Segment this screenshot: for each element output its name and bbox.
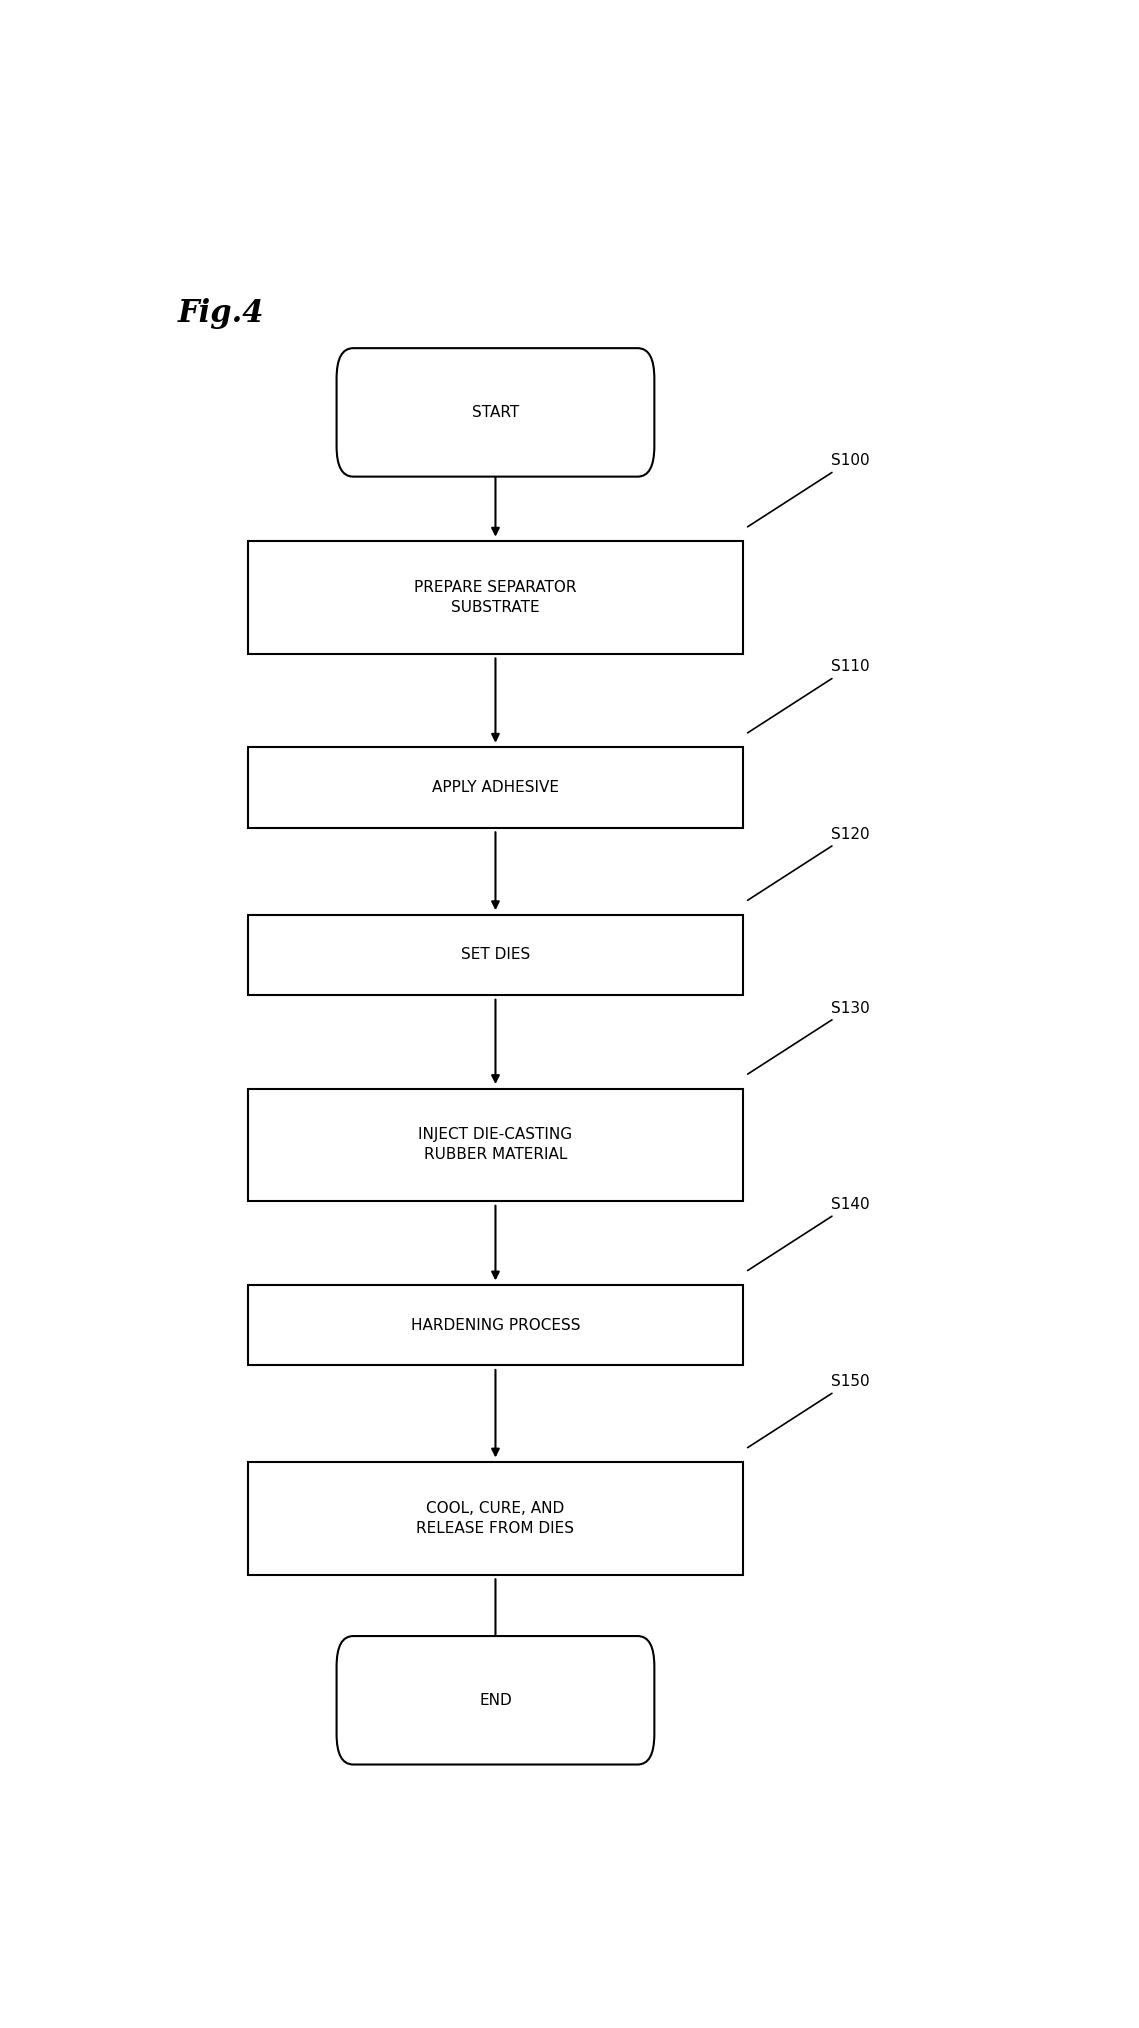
Text: SET DIES: SET DIES: [461, 947, 530, 963]
FancyBboxPatch shape: [337, 1637, 655, 1764]
Text: S140: S140: [747, 1197, 869, 1272]
Text: S110: S110: [747, 659, 869, 732]
Text: COOL, CURE, AND
RELEASE FROM DIES: COOL, CURE, AND RELEASE FROM DIES: [417, 1501, 574, 1535]
Text: Fig.4: Fig.4: [178, 298, 264, 329]
Text: S120: S120: [747, 827, 869, 900]
Bar: [248, 1286, 743, 1365]
Text: INJECT DIE-CASTING
RUBBER MATERIAL: INJECT DIE-CASTING RUBBER MATERIAL: [418, 1128, 573, 1162]
Text: START: START: [472, 406, 519, 420]
Text: PREPARE SEPARATOR
SUBSTRATE: PREPARE SEPARATOR SUBSTRATE: [415, 580, 576, 614]
Text: S150: S150: [747, 1375, 869, 1448]
Bar: [248, 746, 743, 827]
Bar: [248, 1089, 743, 1201]
FancyBboxPatch shape: [337, 349, 655, 477]
Text: END: END: [480, 1693, 511, 1708]
Text: APPLY ADHESIVE: APPLY ADHESIVE: [432, 781, 559, 795]
Text: S100: S100: [747, 452, 869, 527]
Bar: [248, 541, 743, 653]
Bar: [248, 915, 743, 996]
Bar: [248, 1462, 743, 1574]
Text: HARDENING PROCESS: HARDENING PROCESS: [411, 1318, 580, 1332]
Text: S130: S130: [747, 1000, 870, 1075]
